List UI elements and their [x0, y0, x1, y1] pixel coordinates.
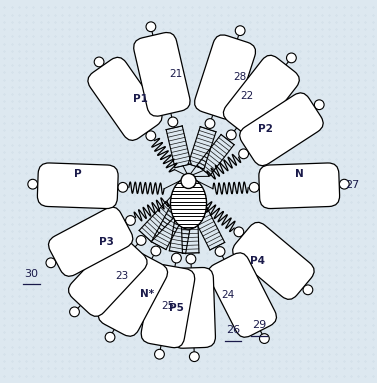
Circle shape: [234, 227, 244, 237]
Text: 21: 21: [170, 69, 183, 79]
Circle shape: [215, 247, 225, 257]
Circle shape: [259, 334, 269, 344]
FancyBboxPatch shape: [69, 236, 147, 316]
FancyBboxPatch shape: [49, 207, 133, 276]
FancyBboxPatch shape: [259, 163, 340, 209]
Circle shape: [136, 236, 146, 246]
Circle shape: [235, 26, 245, 36]
Circle shape: [227, 130, 236, 140]
Circle shape: [339, 179, 349, 189]
Circle shape: [155, 349, 164, 359]
Text: P: P: [74, 170, 81, 180]
Circle shape: [186, 254, 196, 264]
Ellipse shape: [170, 178, 207, 229]
FancyBboxPatch shape: [88, 57, 162, 141]
Text: P2: P2: [258, 124, 273, 134]
Circle shape: [105, 332, 115, 342]
Text: 22: 22: [241, 92, 254, 101]
FancyBboxPatch shape: [37, 163, 118, 209]
Circle shape: [118, 182, 128, 192]
Text: N*: N*: [140, 289, 154, 299]
Text: 24: 24: [221, 290, 234, 300]
FancyBboxPatch shape: [240, 93, 323, 166]
FancyBboxPatch shape: [208, 253, 276, 337]
Circle shape: [287, 53, 296, 63]
Circle shape: [205, 119, 215, 128]
Text: 25: 25: [161, 301, 175, 311]
Text: 26: 26: [226, 325, 240, 335]
FancyBboxPatch shape: [141, 265, 195, 348]
Circle shape: [70, 307, 80, 317]
FancyBboxPatch shape: [233, 222, 314, 300]
Circle shape: [28, 179, 38, 189]
Text: P3: P3: [99, 237, 114, 247]
Circle shape: [146, 22, 156, 32]
Circle shape: [181, 173, 196, 188]
Text: N: N: [295, 170, 303, 180]
Circle shape: [168, 117, 178, 127]
Text: P4: P4: [250, 256, 265, 266]
Text: P1: P1: [133, 94, 148, 104]
Circle shape: [303, 285, 313, 295]
Circle shape: [151, 246, 161, 256]
Circle shape: [126, 216, 135, 225]
Text: P5: P5: [169, 303, 184, 313]
FancyBboxPatch shape: [195, 35, 256, 119]
Text: 30: 30: [25, 268, 38, 279]
Circle shape: [94, 57, 104, 67]
Circle shape: [190, 352, 199, 362]
Circle shape: [249, 182, 259, 192]
FancyBboxPatch shape: [223, 55, 299, 137]
FancyBboxPatch shape: [170, 267, 215, 348]
FancyBboxPatch shape: [98, 252, 168, 336]
Text: 29: 29: [252, 321, 266, 331]
Text: 23: 23: [115, 271, 129, 281]
Circle shape: [239, 149, 248, 159]
Text: 27: 27: [345, 180, 359, 190]
Circle shape: [46, 258, 56, 268]
Text: 28: 28: [233, 72, 247, 82]
Circle shape: [146, 131, 156, 141]
Circle shape: [172, 253, 181, 263]
FancyBboxPatch shape: [134, 33, 190, 116]
Circle shape: [314, 100, 324, 110]
